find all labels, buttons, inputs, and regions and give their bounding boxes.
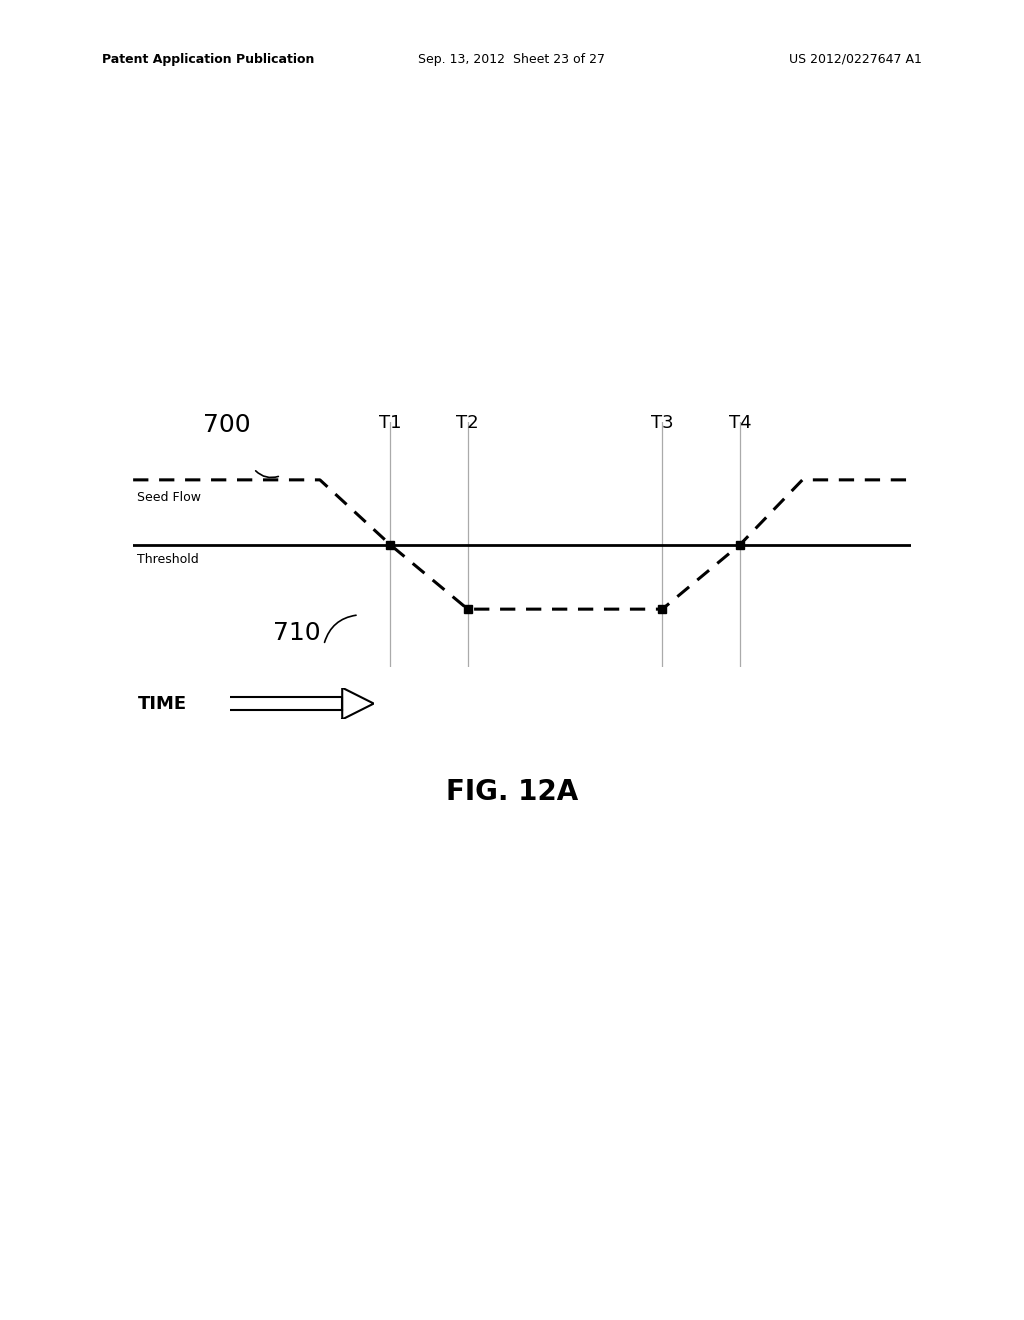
Text: 710: 710	[273, 620, 321, 644]
Text: US 2012/0227647 A1: US 2012/0227647 A1	[788, 53, 922, 66]
Text: T3: T3	[651, 414, 674, 432]
Text: T2: T2	[457, 414, 479, 432]
Text: Threshold: Threshold	[137, 553, 199, 566]
Text: T1: T1	[379, 414, 401, 432]
Text: T4: T4	[729, 414, 752, 432]
Text: FIG. 12A: FIG. 12A	[445, 777, 579, 807]
Text: Sep. 13, 2012  Sheet 23 of 27: Sep. 13, 2012 Sheet 23 of 27	[419, 53, 605, 66]
Text: TIME: TIME	[138, 694, 187, 713]
Text: Seed Flow: Seed Flow	[137, 491, 201, 504]
Text: Patent Application Publication: Patent Application Publication	[102, 53, 314, 66]
Text: 700: 700	[203, 413, 251, 437]
Polygon shape	[342, 688, 374, 719]
